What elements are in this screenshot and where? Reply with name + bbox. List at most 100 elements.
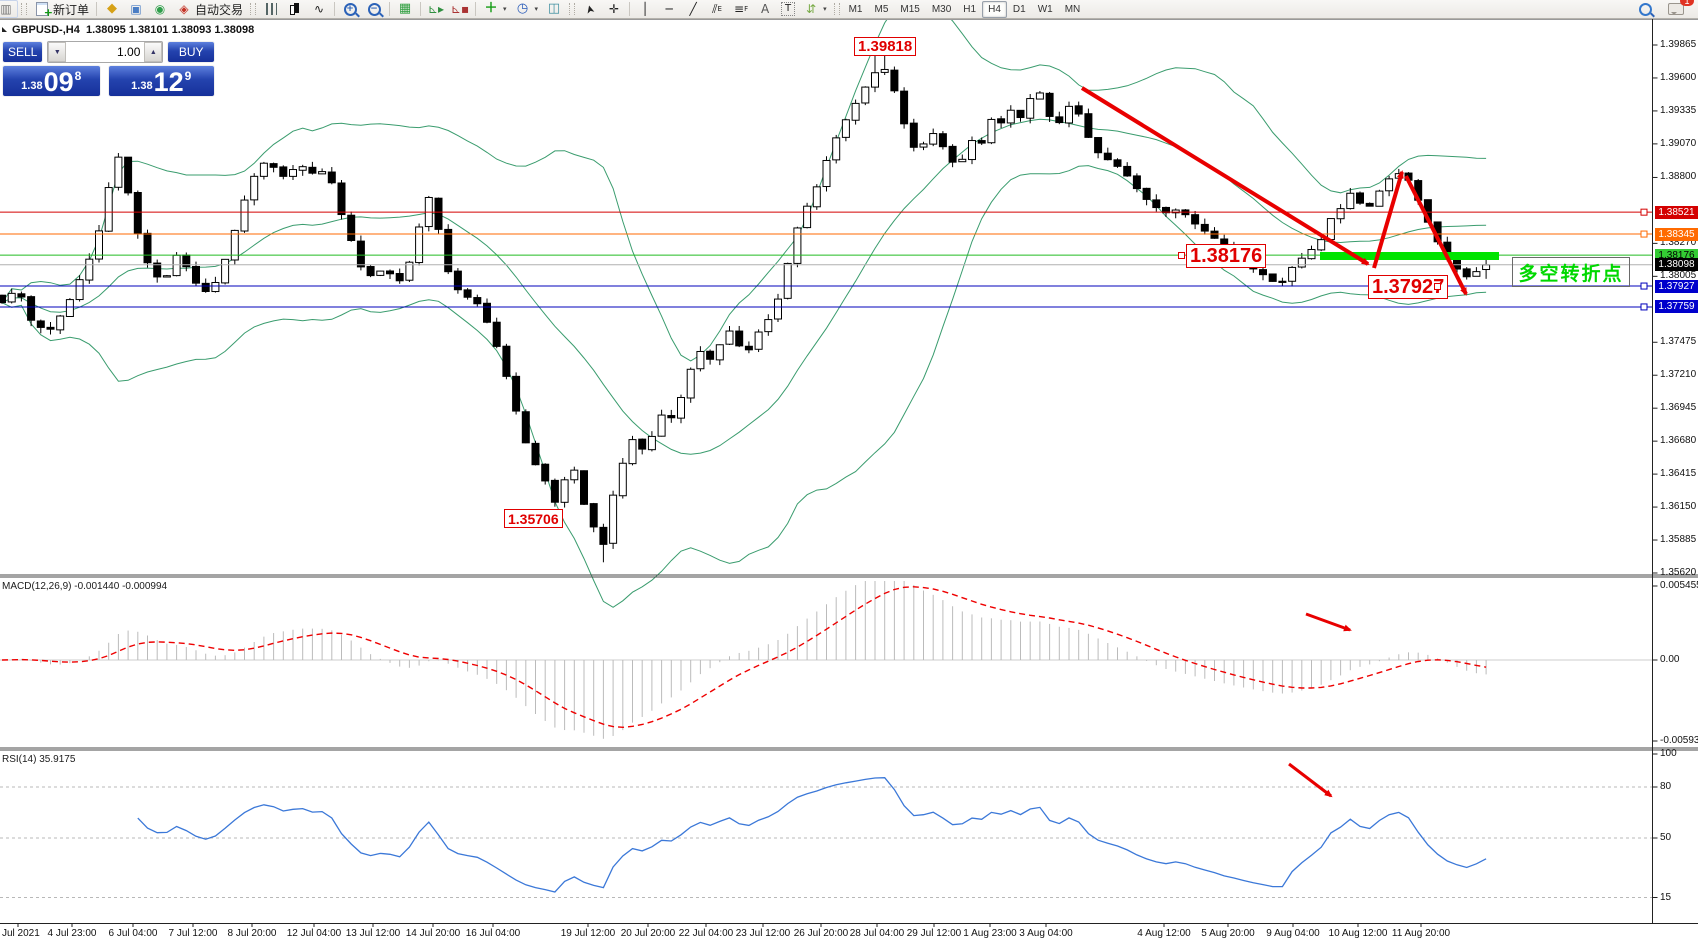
sell-button[interactable]: SELL (2, 41, 44, 63)
bar-chart-button[interactable] (259, 0, 283, 18)
tile-windows-button[interactable]: ▦ (393, 0, 417, 18)
candle-body (1142, 187, 1151, 200)
rsi-tick-label: 100 (1660, 748, 1677, 759)
candle-body (85, 258, 94, 281)
candle-body (327, 171, 336, 184)
market-watch-button[interactable]: ◆ (100, 0, 124, 18)
volume-input[interactable] (66, 42, 145, 62)
one-click-collapse-icon[interactable] (2, 27, 7, 32)
time-axis-label: 19 Jul 12:00 (560, 928, 616, 939)
annotation-handle[interactable] (1178, 252, 1185, 259)
chart-window-icon[interactable]: ▥ (0, 0, 18, 18)
chart-shift-button[interactable]: ⊾▪ (448, 0, 472, 18)
toolbar-grip[interactable] (21, 3, 27, 15)
buy-price-button[interactable]: 1.38 12 9 (107, 65, 215, 97)
buy-button[interactable]: BUY (167, 41, 215, 63)
candle-body (1016, 109, 1025, 119)
annotation-handle[interactable] (1434, 283, 1441, 290)
timeframe-d1[interactable]: D1 (1012, 3, 1026, 15)
candle-body (968, 140, 976, 161)
arrows-tool[interactable]: ⇵ ▾ (799, 0, 831, 18)
candle-body (1385, 178, 1394, 192)
timeframe-m15[interactable]: M15 (900, 3, 920, 15)
note-text-label[interactable]: 多空转折点 (1512, 257, 1630, 287)
candle-body (754, 331, 763, 350)
timeframe-m1[interactable]: M1 (848, 3, 863, 15)
toolbar-grip[interactable] (833, 3, 840, 15)
trend-arrow[interactable] (1404, 175, 1468, 296)
chat-button[interactable]: 1 (1664, 0, 1694, 18)
text-tool[interactable]: A (753, 0, 777, 18)
trendline-tool[interactable]: ╱ (681, 0, 705, 18)
volume-decrease-button[interactable]: ▼ (48, 42, 67, 62)
auto-scroll-button[interactable]: ⊾▸ (424, 0, 448, 18)
price-tick-label: 1.39600 (1660, 72, 1697, 83)
level-line-handle[interactable] (1640, 282, 1648, 290)
timeframe-m5[interactable]: M5 (874, 3, 889, 15)
price-tick-label: 1.36680 (1660, 435, 1697, 446)
indicators-button[interactable]: ＋ ▾ (479, 0, 511, 18)
level-line-handle[interactable] (1640, 303, 1648, 311)
annotation-level-price-label[interactable]: 1.38176 (1186, 244, 1267, 268)
line-chart-button[interactable]: ∿ (307, 0, 331, 18)
time-axis-label: 1 Aug 23:00 (963, 928, 1017, 939)
toolbar-grip[interactable] (250, 3, 257, 15)
toolbar-grip[interactable] (569, 3, 576, 15)
text-label-tool[interactable]: T (777, 0, 799, 18)
periods-button[interactable]: ◷ ▾ (511, 0, 543, 18)
zoom-out-button[interactable]: − (362, 0, 386, 18)
candle-body (861, 86, 870, 104)
candle-body (1336, 208, 1345, 220)
highlight-bar[interactable] (1320, 252, 1499, 260)
timeframe-w1[interactable]: W1 (1037, 3, 1053, 15)
annotation-high-price-label[interactable]: 1.39818 (854, 37, 917, 56)
candle-body (1094, 137, 1103, 154)
new-order-button[interactable]: 新订单 (30, 0, 93, 20)
cursor-tool-button[interactable]: ➤ (578, 0, 602, 18)
zoom-in-button[interactable]: + (338, 0, 362, 18)
equidistant-channel-tool[interactable]: ⫽ E (705, 0, 729, 18)
annotation-low-price-label[interactable]: 1.35706 (504, 509, 563, 528)
templates-icon: ◫ (547, 1, 561, 16)
vertical-line-icon: │ (641, 2, 649, 16)
time-axis-label: 20 Jul 20:00 (620, 928, 676, 939)
fibonacci-tool[interactable]: ≡ F (729, 0, 753, 18)
trend-arrow[interactable] (1288, 762, 1333, 798)
candle-body (997, 118, 1006, 124)
candle-body (1055, 116, 1064, 124)
templates-button[interactable]: ◫ (542, 0, 566, 18)
crosshair-tool-button[interactable]: ✛ (602, 0, 626, 18)
trend-arrow[interactable] (1372, 170, 1404, 269)
volume-increase-button[interactable]: ▲ (144, 42, 163, 62)
sell-price-point: 8 (74, 69, 82, 83)
autotrading-button[interactable]: ◈ 自动交易 (172, 0, 247, 18)
timeframe-bar: M1 M5 M15 M30 H1 H4 D1 W1 MN (843, 0, 1087, 18)
periods-icon: ◷ (516, 1, 529, 16)
text-label-icon: T (781, 2, 796, 16)
price-tick-label: 1.35620 (1660, 567, 1697, 578)
horizontal-line-tool[interactable]: ─ (657, 0, 681, 18)
timeframe-h1[interactable]: H1 (963, 3, 977, 15)
candle-body (1152, 199, 1161, 209)
trend-arrow[interactable] (1080, 86, 1370, 266)
candle-body (133, 192, 142, 235)
candle-body (841, 119, 850, 138)
level-line-handle[interactable] (1640, 230, 1648, 238)
navigator-icon: ▣ (130, 2, 142, 16)
trend-arrow[interactable] (1305, 612, 1352, 632)
price-tick-label: 1.39335 (1660, 105, 1697, 116)
search-button[interactable] (1635, 0, 1656, 18)
timeframe-m30[interactable]: M30 (931, 3, 952, 15)
crosshair-icon: ✛ (609, 2, 620, 16)
time-axis-label: 5 Aug 20:00 (1201, 928, 1255, 939)
level-line-handle[interactable] (1640, 208, 1648, 216)
timeframe-h4[interactable]: H4 (982, 0, 1007, 18)
timeframe-mn[interactable]: MN (1064, 3, 1081, 15)
sell-price-button[interactable]: 1.38 09 8 (2, 65, 101, 97)
candlestick-chart-button[interactable] (283, 0, 307, 18)
terminal-button[interactable]: ◉ (148, 0, 172, 18)
time-axis-label: 29 Jul 12:00 (906, 928, 962, 939)
rsi-pane (0, 777, 1653, 898)
navigator-button[interactable]: ▣ (124, 0, 148, 18)
vertical-line-tool[interactable]: │ (633, 0, 657, 18)
